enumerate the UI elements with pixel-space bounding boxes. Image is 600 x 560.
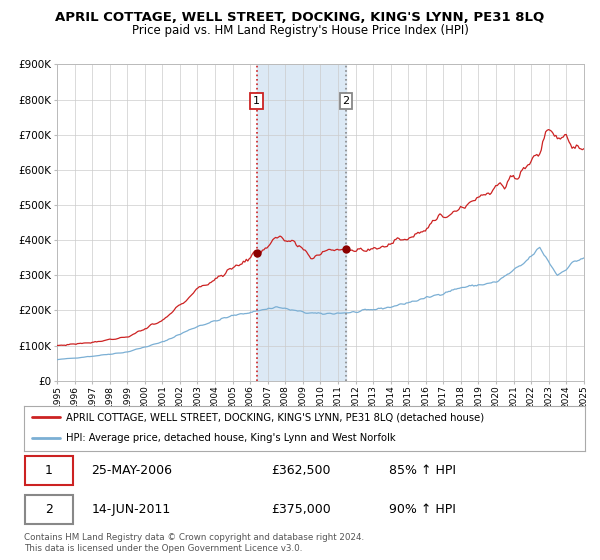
Text: 85% ↑ HPI: 85% ↑ HPI: [389, 464, 455, 477]
Text: APRIL COTTAGE, WELL STREET, DOCKING, KING'S LYNN, PE31 8LQ (detached house): APRIL COTTAGE, WELL STREET, DOCKING, KIN…: [66, 412, 484, 422]
Text: 2: 2: [342, 96, 349, 106]
Text: £375,000: £375,000: [271, 503, 331, 516]
Text: 25-MAY-2006: 25-MAY-2006: [91, 464, 172, 477]
FancyBboxPatch shape: [25, 495, 73, 524]
Text: Price paid vs. HM Land Registry's House Price Index (HPI): Price paid vs. HM Land Registry's House …: [131, 24, 469, 36]
Text: 1: 1: [253, 96, 260, 106]
Bar: [257, 64, 346, 381]
Text: APRIL COTTAGE, WELL STREET, DOCKING, KING'S LYNN, PE31 8LQ: APRIL COTTAGE, WELL STREET, DOCKING, KIN…: [55, 11, 545, 24]
FancyBboxPatch shape: [25, 456, 73, 484]
Text: Contains HM Land Registry data © Crown copyright and database right 2024.
This d: Contains HM Land Registry data © Crown c…: [24, 533, 364, 553]
Text: 2: 2: [45, 503, 53, 516]
Text: HPI: Average price, detached house, King's Lynn and West Norfolk: HPI: Average price, detached house, King…: [66, 433, 396, 444]
Text: 1: 1: [45, 464, 53, 477]
Text: 90% ↑ HPI: 90% ↑ HPI: [389, 503, 455, 516]
Text: £362,500: £362,500: [271, 464, 331, 477]
Text: 14-JUN-2011: 14-JUN-2011: [91, 503, 170, 516]
